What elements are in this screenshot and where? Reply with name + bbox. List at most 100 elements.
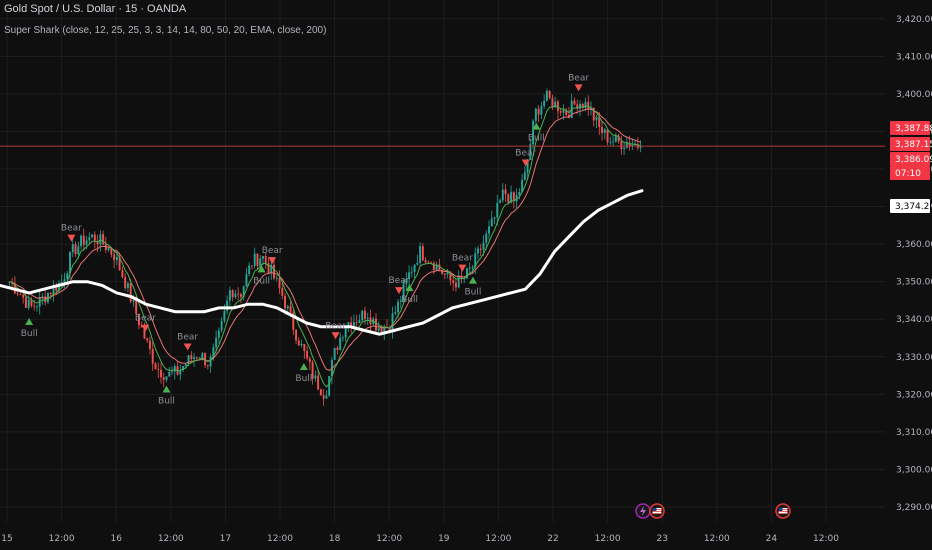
candle-body: [58, 282, 60, 291]
candle-body: [421, 246, 424, 261]
bull-signal-marker: [468, 276, 477, 284]
candle-body: [388, 328, 391, 331]
candle-body: [239, 294, 242, 297]
us-flag-event-icon[interactable]: [775, 503, 791, 519]
candle-body: [168, 372, 171, 377]
event-markers[interactable]: [635, 503, 791, 519]
candle-body: [534, 108, 537, 121]
time-tick-label: 12:00: [813, 534, 839, 544]
price-axis[interactable]: 3,290.000 3,300.000 3,310.000 3,320.000 3,33…: [896, 15, 932, 513]
price-tag-bg: [890, 166, 930, 180]
candle-body: [518, 192, 521, 195]
candle-body: [639, 146, 642, 148]
candle-body: [573, 100, 576, 105]
candle-body: [328, 376, 331, 396]
candle-body: [107, 248, 110, 251]
candle-body: [242, 286, 245, 297]
price-tick-label: 3,310.000: [896, 428, 932, 438]
candle-body: [44, 296, 47, 303]
candle-body: [609, 141, 612, 143]
candle-body: [413, 264, 416, 272]
candle-body: [366, 317, 369, 319]
candle-body: [306, 350, 309, 359]
candle-body: [250, 265, 253, 267]
candle-body: [212, 347, 215, 357]
candle-body: [435, 264, 438, 271]
candle-body: [620, 141, 623, 149]
candle-body: [220, 320, 223, 331]
time-tick-label: 23: [656, 534, 667, 544]
candle-body: [16, 293, 19, 295]
candle-body: [523, 172, 526, 180]
bear-signal-label: Bear: [452, 254, 473, 264]
candle-body: [60, 282, 63, 283]
candle-body: [317, 375, 320, 390]
time-tick-label: 22: [547, 534, 558, 544]
candle-body: [623, 147, 626, 149]
candle-body: [69, 252, 71, 274]
candle-body: [405, 279, 408, 284]
bull-signal-marker: [257, 265, 266, 273]
candle-body: [601, 126, 603, 133]
candle-body: [416, 262, 419, 265]
lightning-event-icon[interactable]: [635, 503, 651, 519]
candle-body: [292, 312, 295, 330]
candle-body: [253, 253, 256, 266]
candle-body: [394, 312, 397, 314]
candle-body: [151, 348, 154, 364]
candle-body: [88, 237, 91, 241]
candle-body: [614, 135, 617, 142]
candle-body: [82, 235, 85, 245]
us-flag-event-icon[interactable]: [649, 503, 665, 519]
candle-body: [540, 106, 543, 115]
candle-body: [402, 283, 405, 301]
bear-signal-label: Bear: [177, 333, 198, 343]
candle-body: [41, 296, 44, 298]
bull-signal-label: Bull: [528, 134, 545, 144]
candle-body: [336, 347, 339, 350]
price-tick-label: 3,410.000: [896, 52, 932, 62]
price-tag-bg: [890, 121, 930, 135]
candle-body: [507, 194, 510, 203]
bull-signal-label: Bull: [401, 295, 418, 305]
grid-lines: [0, 0, 885, 522]
candle-body: [217, 330, 220, 338]
candle-body: [262, 256, 264, 259]
candle-body: [330, 359, 333, 377]
bear-signal-marker: [331, 332, 340, 340]
candle-body: [140, 325, 143, 328]
candle-body: [126, 283, 129, 289]
candle-body: [408, 272, 411, 280]
candle-body: [454, 282, 457, 288]
price-tag-bg: [890, 199, 930, 213]
indicator-legend[interactable]: Super Shark (close, 12, 25, 25, 3, 3, 14…: [4, 25, 327, 36]
candle-body: [66, 273, 69, 280]
candle-body: [419, 246, 422, 263]
bear-signal-label: Bear: [61, 224, 82, 234]
candle-body: [584, 101, 587, 109]
candle-body: [27, 299, 30, 308]
candle-body: [35, 306, 38, 308]
candle-body: [284, 295, 286, 309]
candle-body: [559, 111, 562, 113]
signal-markers: Bull Bear Bear Bull Bear Bull Bear Bull Bear Bear…: [21, 73, 590, 406]
candle-body: [171, 371, 173, 373]
time-tick-label: 12:00: [376, 534, 402, 544]
time-tick-label: 16: [110, 534, 122, 544]
candle-body: [162, 377, 165, 380]
candle-body: [548, 90, 551, 98]
time-axis[interactable]: 15 12:00 16 12:00 17 12:00 18 12:00 19 12:00 22 12:…: [1, 534, 839, 544]
candle-body: [485, 233, 488, 243]
candle-body: [256, 253, 259, 266]
flag-canton: [778, 508, 783, 511]
bull-signal-marker: [532, 122, 541, 130]
candle-body: [303, 343, 306, 351]
bear-signal-marker: [183, 343, 192, 351]
candle-body: [443, 273, 446, 275]
time-tick-label: 12:00: [158, 534, 184, 544]
candle-body: [24, 297, 27, 308]
price-tick-label: 3,360.000: [896, 240, 932, 250]
price-tick-label: 3,290.000: [896, 503, 932, 513]
candle-body: [471, 266, 474, 268]
